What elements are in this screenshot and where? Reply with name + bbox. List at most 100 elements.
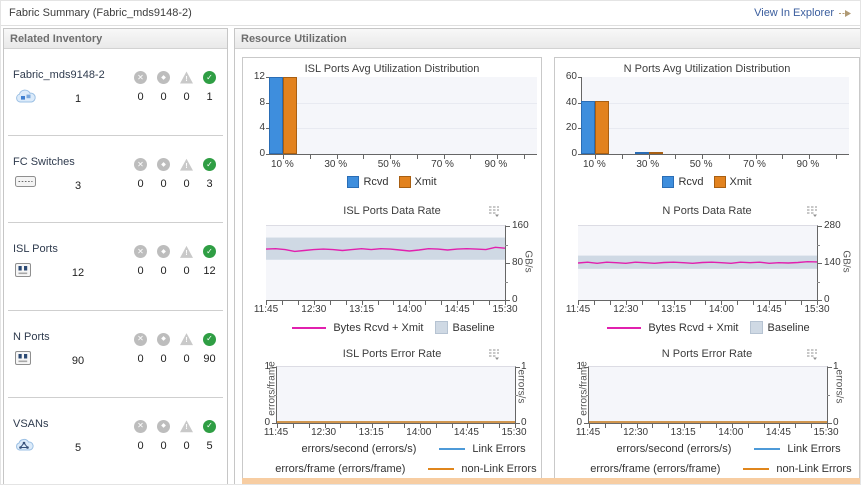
resource-utilization-header: Resource Utilization [235, 29, 860, 49]
inventory-item-label[interactable]: ISL Ports [13, 243, 58, 256]
x-tick-label: 90 % [796, 159, 820, 170]
x-tick [499, 424, 501, 428]
series-line [265, 246, 506, 253]
x-tick [801, 301, 803, 305]
y-tick-label: 0 [521, 417, 527, 428]
inventory-row-n-ports[interactable]: N Ports 90 ✕ ◆ ! ✓ 0 0 0 90 [8, 311, 223, 398]
x-tick-label: 15:30 [501, 427, 527, 438]
chart-n-utilization-distribution: N Ports Avg Utilization Distribution Rcv… [555, 58, 859, 200]
x-tick [675, 155, 677, 159]
chart-options-icon[interactable] [806, 205, 819, 220]
inventory-item-count: 90 [71, 354, 85, 367]
top-bar: Fabric Summary (Fabric_mds9148-2) View I… [1, 1, 860, 26]
plot-area [272, 366, 520, 428]
plot-area [578, 77, 849, 159]
rcvd-legend-label: Rcvd [363, 176, 389, 188]
chart-isl-error-rate: ISL Ports Error Rate errors/frame errors… [243, 343, 541, 479]
chart-title: N Ports Error Rate [661, 348, 753, 360]
vsan-icon [15, 438, 34, 455]
chart-title: ISL Ports Error Rate [342, 348, 442, 360]
link-errors-legend-label: Link Errors [787, 443, 841, 455]
inventory-row-fc-switches[interactable]: FC Switches 3 ✕ ◆ ! ✓ 0 0 0 3 [8, 136, 223, 224]
xmit-swatch [713, 176, 726, 188]
fatal-count: 0 [137, 178, 144, 191]
status-summary: ✕ ◆ ! ✓ 0 0 0 1 [129, 71, 221, 103]
y-tick-label: 0 [259, 148, 265, 159]
port-icon [15, 263, 31, 280]
y-minor-tick [586, 395, 589, 396]
xmit-bar [648, 152, 663, 154]
xmit-swatch [398, 176, 411, 188]
inventory-row-fabric[interactable]: Fabric_mds9148-2 1 ✕ ◆ ! ✓ 0 0 0 1 [8, 49, 223, 137]
x-tick [769, 301, 771, 305]
view-in-explorer-link[interactable]: View In Explorer [754, 7, 852, 19]
normal-status-icon: ✓ [203, 158, 216, 172]
series-line [577, 260, 818, 265]
y-tick [505, 263, 510, 264]
status-summary: ✕ ◆ ! ✓ 0 0 0 5 [129, 419, 221, 452]
x-tick-label: 12:30 [623, 427, 649, 438]
critical-status-icon: ◆ [157, 245, 170, 259]
y-tick-label: 8 [259, 96, 265, 108]
x-tick [689, 301, 691, 305]
y-tick-label: 0 [833, 417, 839, 428]
x-tick [416, 155, 418, 159]
x-tick-label: 10 % [582, 159, 606, 170]
link-errors-legend-label: Link Errors [472, 443, 526, 455]
y-tick [266, 77, 270, 78]
y-tick [272, 367, 277, 368]
x-tick-label: 12:30 [311, 427, 337, 438]
x-tick [755, 155, 757, 159]
x-tick [578, 301, 579, 305]
xmit-bar [595, 101, 610, 154]
isl-charts-column: ISL Ports Avg Utilization Distribution R… [242, 57, 542, 480]
chart-title: N Ports Data Rate [662, 205, 752, 217]
inventory-item-label[interactable]: N Ports [13, 330, 50, 343]
x-tick [361, 301, 363, 305]
x-tick [737, 301, 739, 305]
x-tick [785, 301, 787, 305]
x-tick [731, 424, 733, 428]
x-tick [728, 155, 730, 159]
x-tick-label: 10 % [270, 159, 294, 170]
inventory-row-isl-ports[interactable]: ISL Ports 12 ✕ ◆ ! ✓ 0 0 0 12 [8, 223, 223, 311]
chart-options-icon[interactable] [488, 205, 501, 220]
chart-isl-data-rate: ISL Ports Data Rate GB/s Bytes Rcvd + Xm… [243, 200, 541, 343]
baseline-legend-label: Baseline [452, 321, 495, 334]
inventory-item-label[interactable]: VSANs [13, 417, 49, 430]
x-tick-label: 30 % [324, 159, 348, 170]
rcvd-bar [581, 101, 596, 154]
y-tick [827, 423, 832, 424]
x-tick [470, 155, 472, 159]
non-link-errors-legend-label: non-Link Errors [461, 463, 537, 475]
warning-count: 0 [183, 439, 190, 452]
warning-status-icon: ! [180, 333, 193, 346]
critical-count: 0 [160, 178, 167, 191]
inventory-item-label[interactable]: Fabric_mds9148-2 [13, 69, 105, 81]
bytes-legend-label: Bytes Rcvd + Xmit [333, 321, 424, 334]
chart-title: ISL Ports Data Rate [343, 205, 441, 217]
x-tick-label: 13:15 [358, 427, 384, 438]
status-summary: ✕ ◆ ! ✓ 0 0 0 3 [129, 158, 221, 190]
x-tick [702, 155, 704, 159]
normal-count: 3 [206, 178, 213, 191]
view-in-explorer-label: View In Explorer [754, 7, 834, 19]
bytes-line-swatch [607, 326, 642, 329]
chart-options-icon[interactable] [488, 348, 501, 363]
chart-legend-row: errors/second (errors/s) Link Errors [243, 443, 541, 455]
x-tick-label: 13:15 [349, 304, 375, 315]
inventory-item-count: 3 [74, 180, 82, 193]
inventory-item-label[interactable]: FC Switches [13, 156, 75, 169]
normal-count: 12 [203, 265, 216, 278]
x-tick [763, 424, 765, 428]
y-tick-label: 1 [264, 361, 270, 372]
y-tick-label: 0 [824, 294, 830, 305]
y-tick [817, 226, 822, 227]
y-minor-tick [817, 244, 820, 246]
x-tick [595, 155, 597, 159]
inventory-row-vsans[interactable]: VSANs 5 ✕ ◆ ! ✓ 0 0 0 5 [8, 398, 223, 484]
chart-options-icon[interactable] [806, 348, 819, 363]
x-tick [467, 424, 469, 428]
inventory-item-count: 5 [74, 441, 82, 454]
